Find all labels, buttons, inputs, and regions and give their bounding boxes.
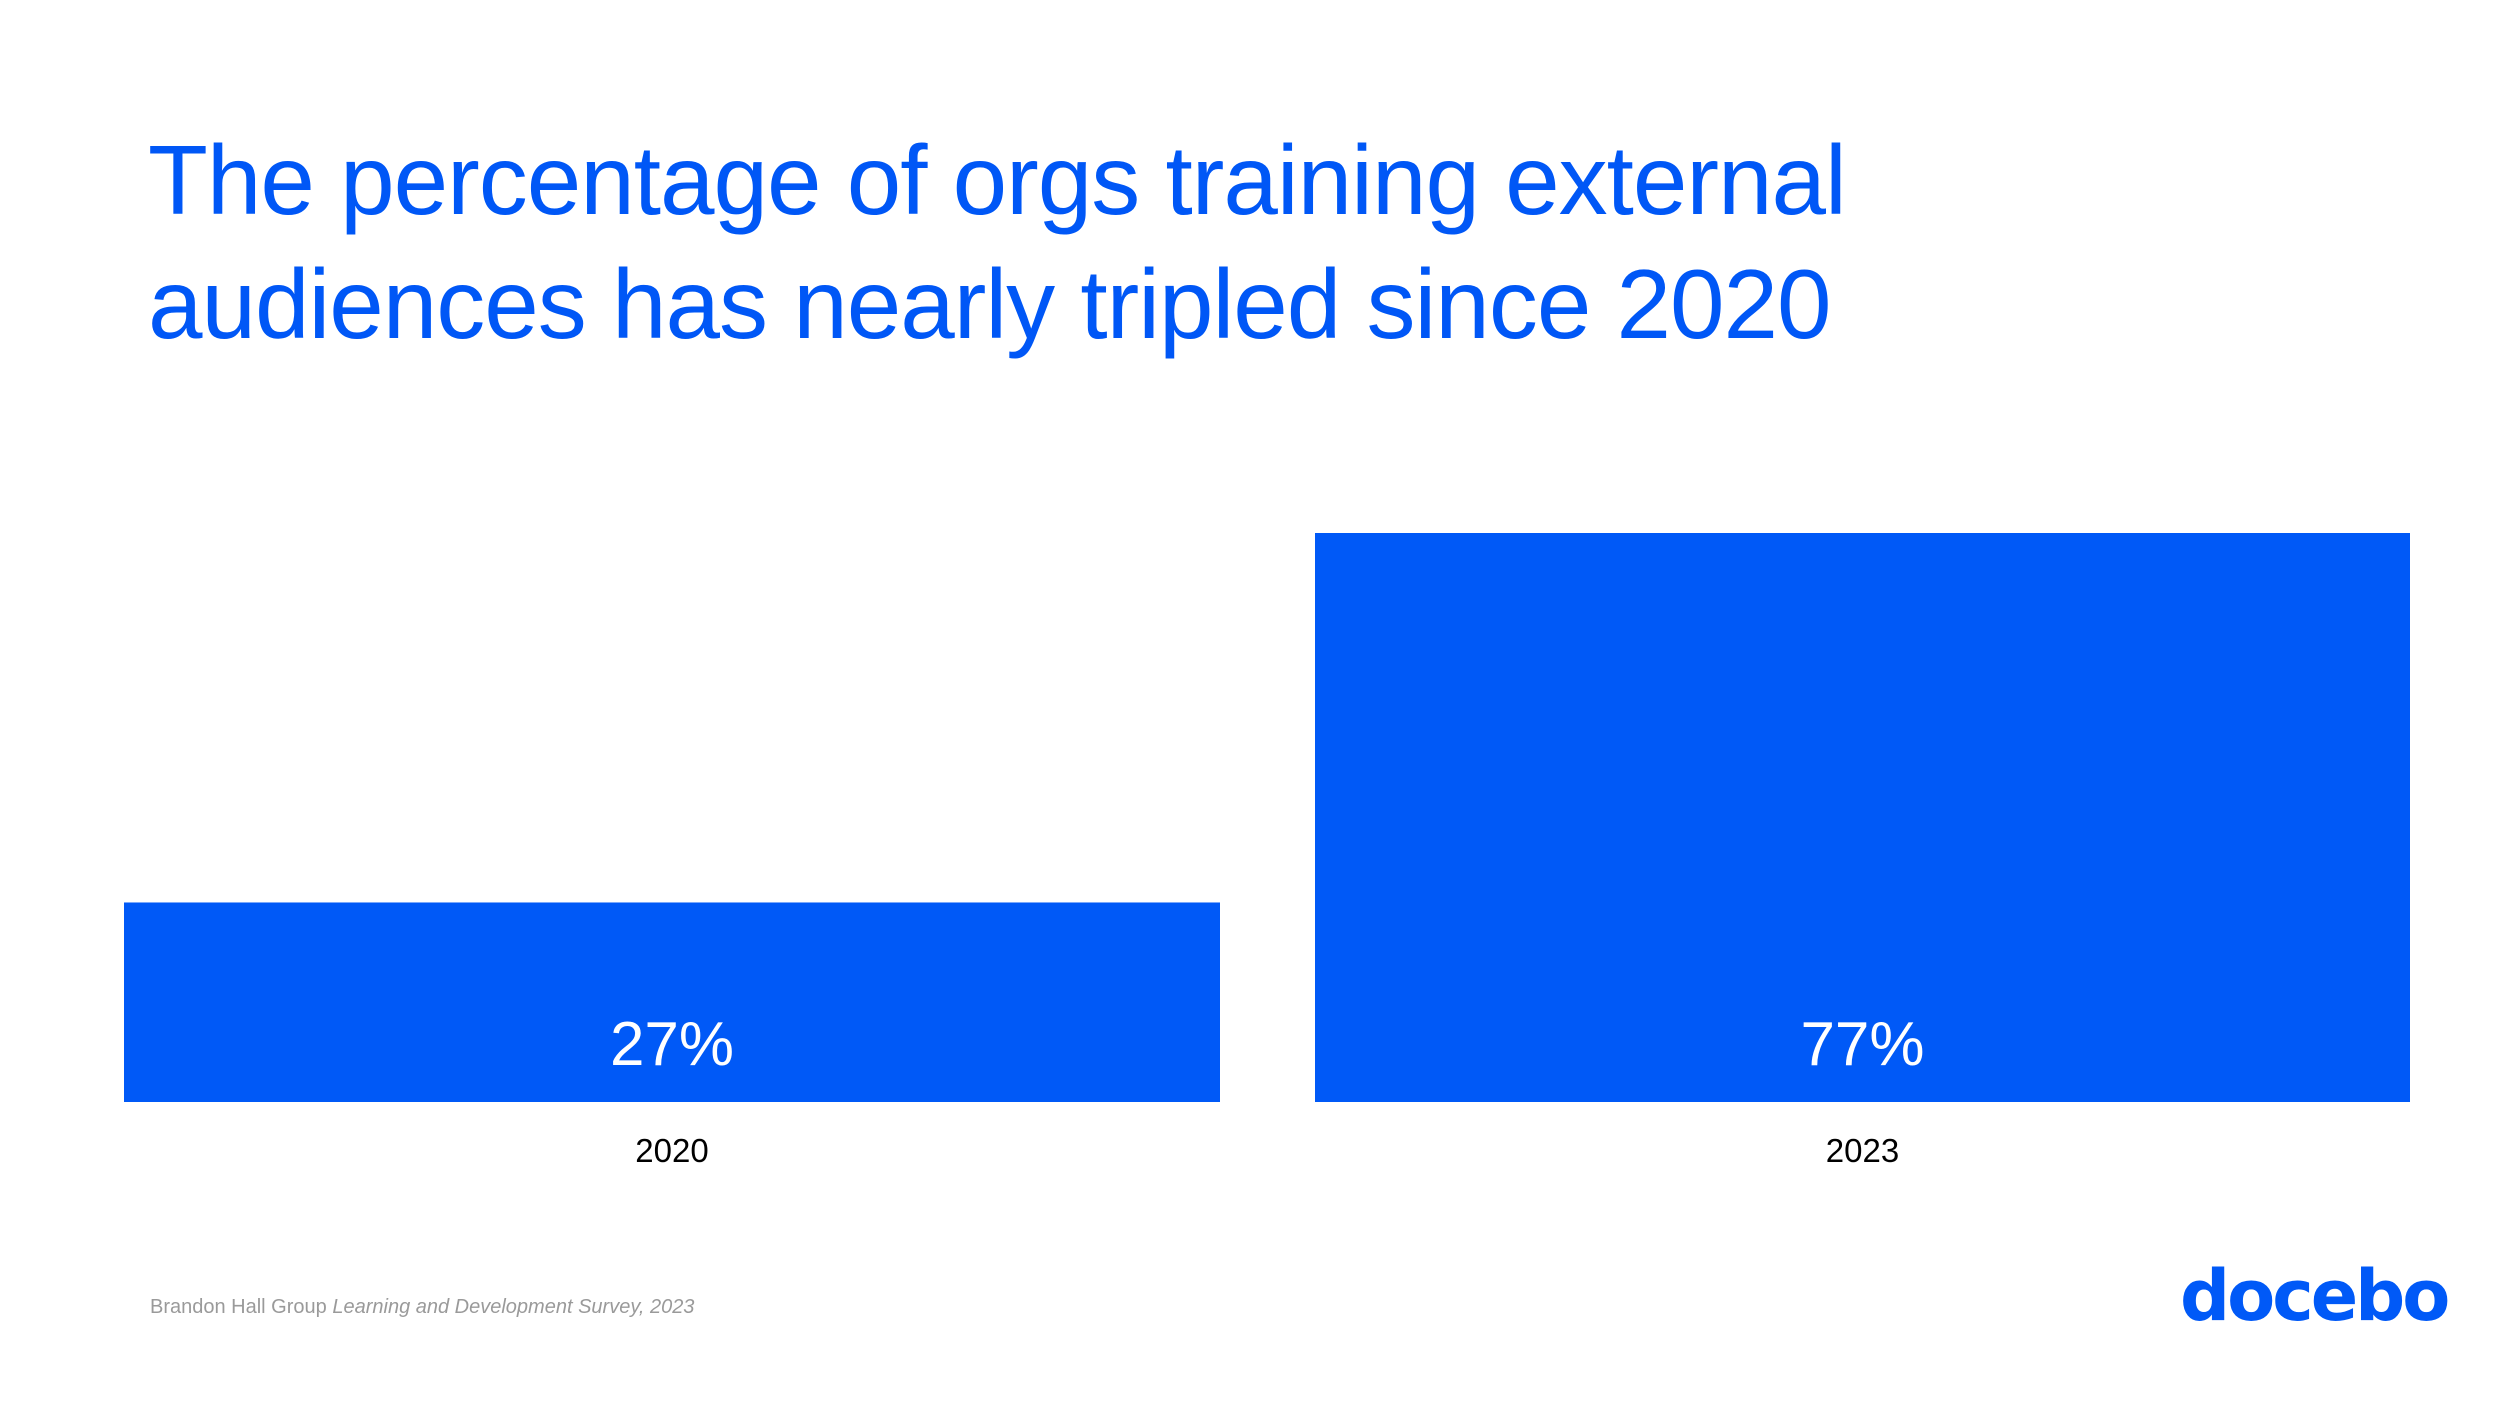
bar-2020 <box>124 902 1220 1102</box>
data-label-2020: 27% <box>610 1010 734 1079</box>
bar-2023 <box>1315 533 2410 1102</box>
x-tick-label-2023: 2023 <box>1826 1132 1899 1169</box>
title-line-2: audiences has nearly tripled since 2020 <box>148 249 1832 359</box>
docebo-logo: docebo <box>2180 1255 2450 1337</box>
page-title: The percentage of orgs training external… <box>148 118 2248 366</box>
source-citation: Brandon Hall Group Learning and Developm… <box>150 1296 694 1319</box>
title-line-1: The percentage of orgs training external <box>148 125 1847 235</box>
x-tick-label-2020: 2020 <box>635 1132 708 1169</box>
source-publisher: Brandon Hall Group <box>150 1296 327 1318</box>
data-label-2023: 77% <box>1800 1010 1924 1079</box>
source-survey-name: Learning and Development Survey, 2023 <box>332 1296 695 1318</box>
